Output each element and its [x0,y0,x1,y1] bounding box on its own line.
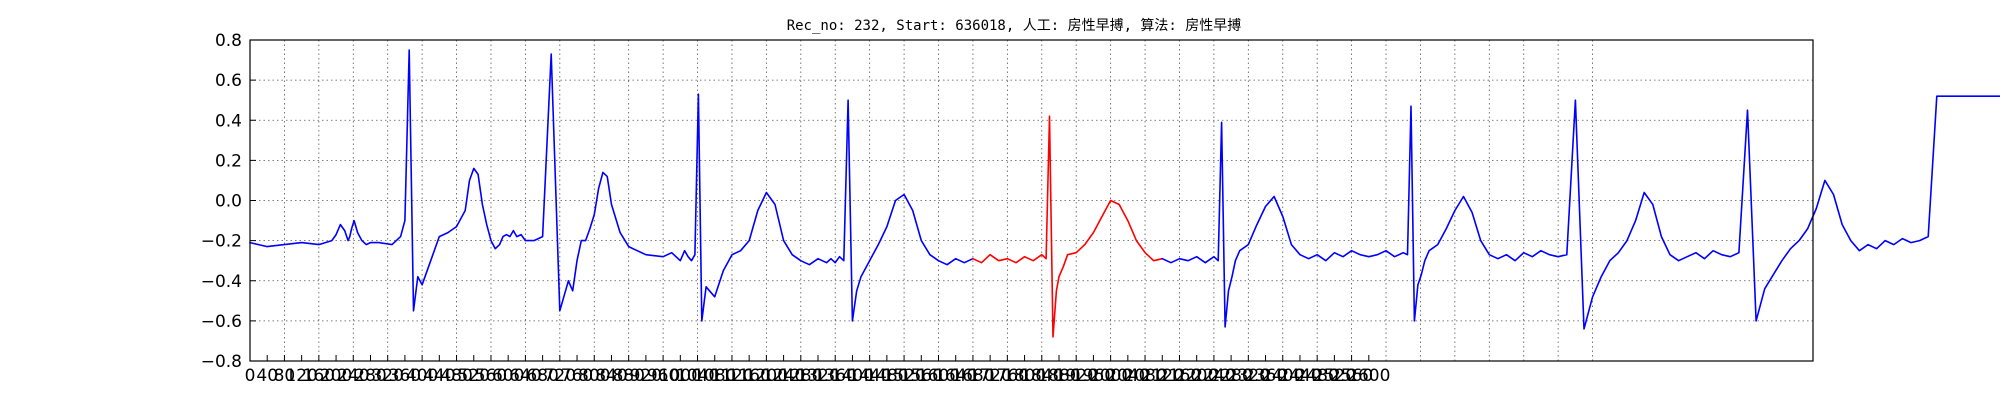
x-tick-label: 920 [630,366,662,386]
x-tick-label: 1320 [796,366,839,386]
x-tick-label: 320 [371,366,403,386]
ecg-trace-segment [1161,95,2000,330]
y-tick-label: 0.4 [215,111,242,131]
x-tick-label: 1840 [1020,366,1063,386]
y-tick-label: −0.8 [201,352,242,372]
x-tick-label: 200 [320,366,352,386]
x-tick-label: 880 [612,366,644,386]
x-tick-label: 1880 [1037,366,1080,386]
x-tick-label: 1440 [848,366,891,386]
x-tick-label: 440 [423,366,455,386]
x-tick-label: 720 [544,366,576,386]
x-tick-label: 2000 [1089,366,1132,386]
y-tick-label: 0.6 [215,71,242,91]
x-tick-label: 1640 [934,366,977,386]
x-tick-label: 2360 [1244,366,1287,386]
x-tick-label: 1920 [1055,366,1098,386]
x-tick-label: 2600 [1347,366,1390,386]
x-tick-label: 80 [274,366,296,386]
x-tick-label: 1800 [1003,366,1046,386]
x-tick-label: 1080 [693,366,736,386]
x-tick-label: 2480 [1296,366,1339,386]
x-tick-label: 1720 [969,366,1012,386]
x-tick-label: 0 [245,366,256,386]
x-tick-label: 800 [578,366,610,386]
x-tick-label: 1360 [814,366,857,386]
x-tick-label: 2320 [1227,366,1270,386]
y-tick-label: −0.2 [201,232,242,252]
x-tick-label: 2200 [1175,366,1218,386]
x-tick-label: 2560 [1330,366,1373,386]
x-tick-label: 1560 [900,366,943,386]
x-tick-label: 2280 [1209,366,1252,386]
x-tick-label: 1120 [710,366,753,386]
x-tick-label: 640 [509,366,541,386]
x-tick-label: 2080 [1123,366,1166,386]
x-tick-label: 1000 [659,366,702,386]
x-tick-label: 1280 [779,366,822,386]
x-tick-label: 2240 [1192,366,1235,386]
y-tick-label: −0.4 [201,272,242,292]
x-tick-label: 1680 [951,366,994,386]
y-tick-label: −0.6 [201,312,242,332]
y-tick-label: 0.8 [215,31,242,51]
chart-title: Rec_no: 232, Start: 636018, 人工: 房性早搏, 算法… [787,17,1242,34]
x-tick-label: 600 [492,366,524,386]
x-tick-label: 2440 [1278,366,1321,386]
x-tick-label: 840 [595,366,627,386]
x-tick-label: 1960 [1072,366,1115,386]
x-tick-label: 960 [647,366,679,386]
x-tick-label: 760 [561,366,593,386]
x-tick-label: 2160 [1158,366,1201,386]
x-tick-label: 1200 [745,366,788,386]
ecg-trace-segment [249,49,974,322]
y-axis: 0.8 0.6 0.4 0.2 0.0 −0.2 −0.4 −0.6 −0.8 [201,31,256,372]
x-tick-label: 360 [389,366,421,386]
x-tick-label: 120 [285,366,317,386]
x-tick-label: 40 [256,366,278,386]
x-tick-label: 240 [337,366,369,386]
x-tick-label: 1400 [831,366,874,386]
x-tick-label: 1760 [986,366,1029,386]
x-tick-label: 280 [354,366,386,386]
x-tick-label: 1240 [762,366,805,386]
x-tick-label: 2520 [1313,366,1356,386]
x-tick-label: 560 [475,366,507,386]
ecg-trace-segment [972,115,1164,338]
x-tick-label: 1160 [728,366,771,386]
x-tick-label: 1520 [882,366,925,386]
x-tick-label: 2400 [1261,366,1304,386]
y-tick-label: 0.0 [215,192,242,212]
x-axis: 0 408012016020024028032036040044048052056… [245,355,1390,386]
x-tick-label: 2120 [1141,366,1184,386]
x-tick-label: 1480 [865,366,908,386]
y-tick-label: 0.2 [215,151,242,171]
x-tick-label: 400 [406,366,438,386]
ecg-traces [249,49,2000,338]
x-tick-label: 520 [458,366,490,386]
x-tick-label: 2040 [1106,366,1149,386]
x-tick-label: 480 [440,366,472,386]
x-tick-label: 1600 [917,366,960,386]
x-tick-label: 1040 [676,366,719,386]
x-tick-label: 680 [526,366,558,386]
x-tick-label: 160 [303,366,335,386]
